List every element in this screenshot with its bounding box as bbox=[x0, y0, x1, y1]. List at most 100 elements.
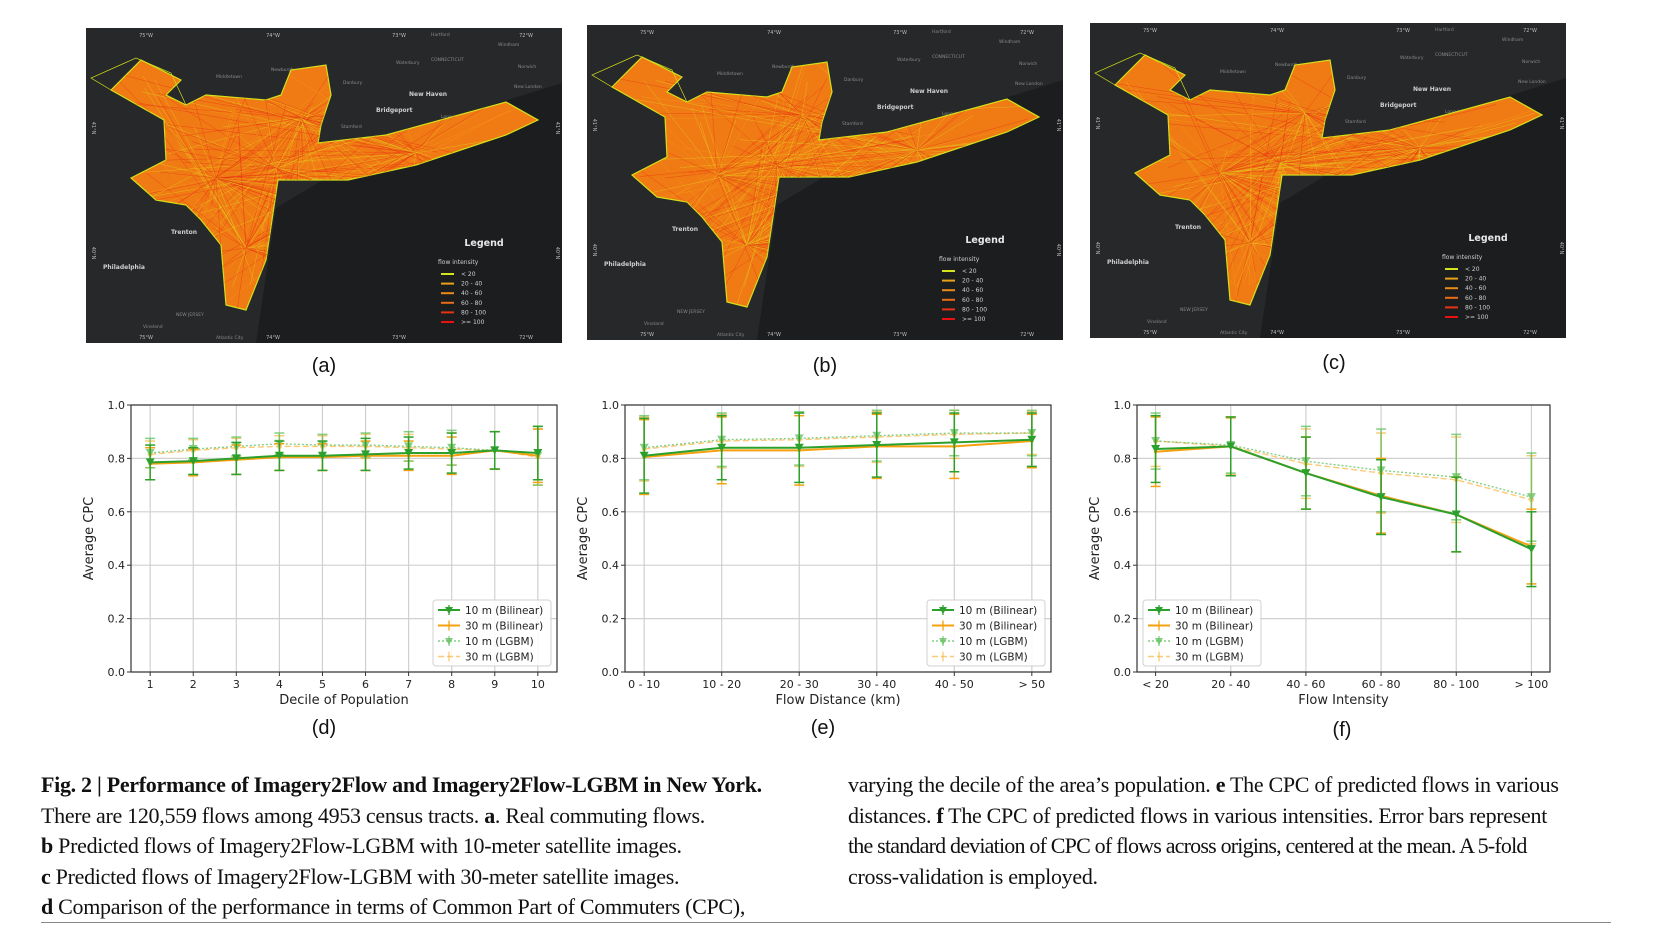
map-city-label: Windham bbox=[498, 42, 519, 48]
map-longitude-label-bottom: 73°W bbox=[893, 332, 907, 338]
y-tick-label: 0.4 bbox=[108, 559, 126, 572]
legend-box bbox=[432, 599, 552, 667]
flow-map-b: Hartford Waterbury CONNECTICUT Windham Norwi… bbox=[587, 25, 1063, 340]
flow-line bbox=[212, 227, 247, 249]
map-legend-label: < 20 bbox=[461, 271, 476, 278]
map-longitude-label-bottom: 72°W bbox=[1020, 332, 1034, 338]
flow-line bbox=[1219, 125, 1410, 174]
map-longitude-label-bottom: 75°W bbox=[139, 335, 153, 341]
map-city-label: Stamford bbox=[1345, 119, 1366, 125]
flow-line bbox=[801, 82, 808, 116]
y-tick-label: 0.6 bbox=[1114, 506, 1132, 519]
x-tick-label: < 20 bbox=[1142, 678, 1169, 691]
map-city-label: Hartford bbox=[1435, 27, 1454, 33]
map-longitude-label-bottom: 72°W bbox=[1523, 330, 1537, 336]
map-city-label: Waterbury bbox=[1400, 55, 1424, 61]
y-tick-label: 0.2 bbox=[602, 613, 620, 626]
map-legend-label: >= 100 bbox=[1465, 314, 1489, 321]
flow-line bbox=[612, 76, 803, 116]
legend-label: 30 m (Bilinear) bbox=[1175, 621, 1253, 633]
map-legend-label: 20 - 40 bbox=[962, 278, 983, 285]
y-axis-label: Average CPC bbox=[576, 497, 591, 581]
data-point-marker bbox=[490, 446, 500, 455]
data-point-marker bbox=[231, 454, 241, 463]
map-city-label: Newburgh bbox=[772, 64, 795, 70]
map-city-label: Middletown bbox=[1220, 69, 1246, 75]
flow-line bbox=[202, 93, 417, 154]
map-city-label: CONNECTICUT bbox=[932, 54, 965, 60]
map-panel-b: Hartford Waterbury CONNECTICUT Windham Norwi… bbox=[587, 25, 1063, 340]
flow-line bbox=[205, 167, 277, 173]
flow-line bbox=[1279, 158, 1426, 164]
flow-line bbox=[165, 123, 277, 169]
flow-line bbox=[776, 57, 808, 166]
flow-line bbox=[705, 164, 778, 235]
flow-line bbox=[142, 75, 247, 249]
flow-line bbox=[190, 88, 217, 179]
data-point-marker bbox=[639, 451, 649, 460]
flow-line bbox=[679, 149, 918, 168]
map-legend-title: Legend bbox=[1468, 233, 1507, 244]
map-longitude-label-top: 74°W bbox=[266, 33, 280, 39]
legend-label: 10 m (Bilinear) bbox=[959, 605, 1037, 617]
map-longitude-label-top: 72°W bbox=[1020, 30, 1034, 36]
map-city-label: Trenton bbox=[1175, 224, 1201, 231]
y-tick-label: 0.2 bbox=[1114, 613, 1132, 626]
data-point-marker bbox=[1376, 493, 1386, 502]
caption-line: the standard deviation of CPC of flows a… bbox=[848, 831, 1638, 862]
caption-text: distances. bbox=[848, 802, 937, 828]
flow-line bbox=[188, 117, 302, 171]
caption-panel-letter: c bbox=[41, 863, 51, 889]
x-tick-label: 0 - 10 bbox=[628, 678, 660, 691]
y-tick-label: 0.8 bbox=[1114, 452, 1132, 465]
map-city-label: Danbury bbox=[343, 80, 363, 86]
caption-text: Predicted flows of Imagery2Flow-LGBM wit… bbox=[50, 863, 680, 889]
map-city-label: Windham bbox=[1502, 37, 1523, 43]
flow-line bbox=[193, 125, 217, 179]
flow-line bbox=[699, 121, 718, 176]
flow-line bbox=[916, 115, 974, 151]
map-longitude-label-top: 75°W bbox=[1143, 28, 1157, 34]
series-line bbox=[150, 445, 538, 458]
legend-box bbox=[926, 599, 1046, 667]
panel-label-a: (a) bbox=[311, 355, 337, 377]
series-line bbox=[150, 443, 538, 457]
caption-text: the standard deviation of CPC of flows a… bbox=[848, 833, 1527, 858]
map-longitude-label-bottom: 72°W bbox=[519, 335, 533, 341]
flow-line bbox=[698, 204, 748, 246]
figure-caption-left: Fig. 2 | Performance of Imagery2Flow and… bbox=[41, 770, 821, 923]
flow-line bbox=[1236, 112, 1306, 288]
figure-caption-right: varying the decile of the area’s populat… bbox=[848, 770, 1638, 892]
caption-line: There are 120,559 flows among 4953 censu… bbox=[41, 801, 821, 832]
map-longitude-label-top: 72°W bbox=[519, 33, 533, 39]
map-latitude-label-right: 41°N bbox=[1558, 117, 1564, 130]
flow-line bbox=[1115, 98, 1306, 114]
map-city-label: New Haven bbox=[910, 88, 948, 95]
map-city-label: Atlantic City bbox=[216, 335, 244, 341]
map-legend-label: 80 - 100 bbox=[1465, 304, 1490, 311]
flow-line bbox=[1219, 150, 1295, 174]
flow-line bbox=[801, 114, 812, 133]
flow-line bbox=[746, 142, 763, 246]
flow-line bbox=[761, 100, 803, 116]
map-latitude-label-left: 41°N bbox=[90, 122, 96, 135]
map-longitude-label-top: 75°W bbox=[139, 33, 153, 39]
flow-line bbox=[776, 137, 1015, 166]
y-tick-label: 0.2 bbox=[108, 613, 126, 626]
legend-box bbox=[1142, 599, 1262, 667]
flow-line bbox=[716, 86, 824, 176]
map-longitude-label-bottom: 74°W bbox=[1270, 330, 1284, 336]
map-city-label: Philadelphia bbox=[103, 264, 145, 271]
x-tick-label: > 100 bbox=[1515, 678, 1549, 691]
flow-line bbox=[643, 80, 718, 176]
map-city-label: Waterbury bbox=[897, 57, 921, 63]
caption-panel-letter: d bbox=[41, 894, 53, 919]
flow-line bbox=[273, 152, 417, 165]
flow-line bbox=[668, 152, 718, 176]
legend-marker bbox=[939, 638, 947, 645]
chart-e-cpc-by-flow-distance: 0.0 0.2 0.4 0.6 0.8 1.0 0 - 10 10 - 20 20 - 30 30… bbox=[576, 399, 1052, 708]
x-axis-label: Flow Distance (km) bbox=[775, 693, 900, 708]
data-point-marker bbox=[872, 441, 882, 450]
series-line bbox=[150, 449, 538, 464]
map-latitude-label-right: 40°N bbox=[1558, 242, 1564, 255]
